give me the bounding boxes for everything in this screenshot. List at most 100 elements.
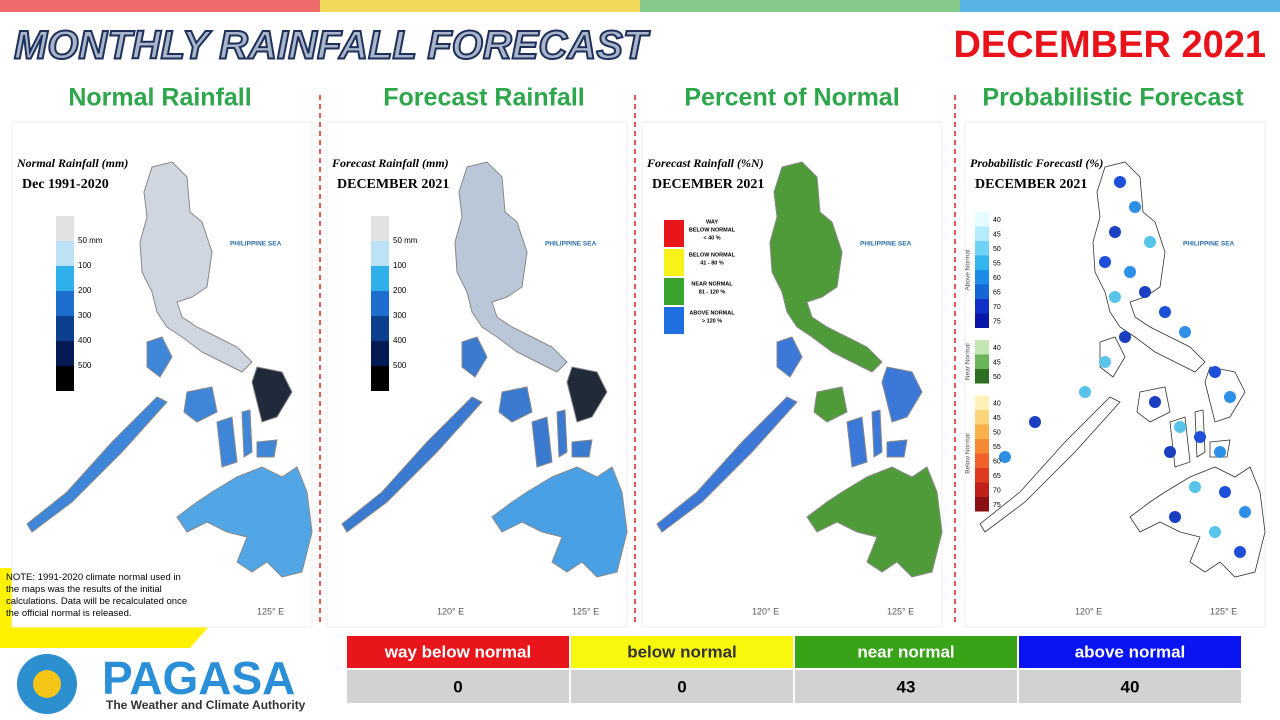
legend-label: 81 - 120 % [699, 289, 726, 295]
legend-swatch [371, 341, 389, 366]
legend-label: 50 [993, 429, 1001, 436]
legend-swatch [975, 439, 989, 454]
island [251, 366, 293, 423]
island [871, 409, 883, 458]
map: Forecast Rainfall (mm) DECEMBER 2021 PHILI… [326, 121, 628, 628]
island [216, 416, 238, 468]
station [1239, 506, 1251, 518]
island [556, 409, 568, 458]
legend-label: 50 mm [393, 236, 418, 245]
legend-label: 41 - 80 % [700, 260, 724, 266]
legend-label: 500 [78, 361, 92, 370]
island [886, 439, 908, 458]
island [241, 409, 253, 458]
legend-swatch [371, 216, 389, 241]
island [769, 161, 883, 373]
legend-swatch [975, 313, 989, 328]
logo-name: PAGASA [102, 652, 295, 704]
island [656, 396, 798, 533]
legend-label: 500 [393, 361, 407, 370]
legend-swatch [56, 241, 74, 266]
legend-swatch [56, 216, 74, 241]
legend-label: 400 [78, 336, 92, 345]
station [1124, 266, 1136, 278]
legend-swatch [975, 482, 989, 497]
legend-label: 75 [993, 318, 1001, 325]
map-title: Forecast Rainfall (%N) [646, 156, 764, 170]
station [1109, 291, 1121, 303]
panel-title: Normal Rainfall [68, 84, 251, 112]
sea-label: PHILIPPINE SEA [860, 241, 912, 248]
map-subtitle: DECEMBER 2021 [337, 177, 449, 192]
station [1079, 386, 1091, 398]
stripe [0, 0, 320, 12]
legend-label: 70 [993, 487, 1001, 494]
stripe [960, 0, 1280, 12]
legend-label: 65 [993, 289, 1001, 296]
panel-title: Percent of Normal [684, 84, 899, 112]
lon-label: 120° E [752, 606, 779, 616]
legend-swatch [975, 226, 989, 241]
map-subtitle: DECEMBER 2021 [652, 177, 764, 192]
island [139, 161, 253, 373]
lon-label: 125° E [887, 606, 914, 616]
table-value: 43 [897, 677, 916, 696]
legend-label: < 40 % [703, 235, 720, 241]
map: Normal Rainfall (mm) Dec 1991-2020 PHILIPP… [11, 121, 313, 628]
island [491, 466, 628, 578]
table-header: way below normal [384, 642, 531, 661]
legend-group: Near Normal [965, 343, 972, 380]
table-header-cell [795, 636, 1017, 668]
panel-title: Probabilistic Forecast [982, 84, 1244, 112]
island [454, 161, 568, 373]
station [1179, 326, 1191, 338]
legend-swatch [56, 341, 74, 366]
stripe [320, 0, 640, 12]
table-cell [347, 670, 569, 703]
legend-swatch [371, 316, 389, 341]
legend-swatch [975, 299, 989, 314]
island [26, 396, 168, 533]
map-subtitle: Dec 1991-2020 [22, 177, 109, 192]
station [1159, 306, 1171, 318]
station [1219, 486, 1231, 498]
island [498, 386, 533, 423]
table-value: 0 [677, 677, 686, 696]
legend-label: ABOVE NORMAL [689, 310, 735, 316]
island [183, 386, 218, 423]
logo-tagline: The Weather and Climate Authority [106, 698, 306, 712]
legend-label: 100 [78, 261, 92, 270]
legend-swatch [975, 369, 989, 384]
legend-group: Above Normal [965, 249, 972, 291]
island [531, 416, 553, 468]
legend-label: BELOW NORMAL [689, 252, 736, 258]
legend-group: Below Normal [965, 433, 972, 474]
table-header-cell [347, 636, 569, 668]
island [256, 439, 278, 458]
island [846, 416, 868, 468]
legend-swatch [975, 340, 989, 355]
station [1209, 366, 1221, 378]
legend-swatch [975, 453, 989, 468]
legend-label: 45 [993, 231, 1001, 238]
legend-label: 100 [393, 261, 407, 270]
map: Forecast Rainfall (%N) DECEMBER 2021 PHILI… [641, 121, 943, 628]
station [1209, 526, 1221, 538]
legend-label: 50 [993, 246, 1001, 253]
legend-swatch [664, 220, 684, 247]
table-cell [571, 670, 793, 703]
legend-swatch [975, 212, 989, 227]
legend-swatch [975, 354, 989, 369]
station [1099, 256, 1111, 268]
legend-label: 45 [993, 415, 1001, 422]
lon-label: 125° E [1210, 606, 1237, 616]
legend-swatch [371, 266, 389, 291]
island [806, 466, 943, 578]
table-header-cell [1019, 636, 1241, 668]
lon-label: 120° E [1075, 606, 1102, 616]
station [1169, 511, 1181, 523]
station [1144, 236, 1156, 248]
map-subtitle: DECEMBER 2021 [975, 177, 1087, 192]
table-value: 40 [1121, 677, 1140, 696]
logo-icon [33, 670, 61, 698]
